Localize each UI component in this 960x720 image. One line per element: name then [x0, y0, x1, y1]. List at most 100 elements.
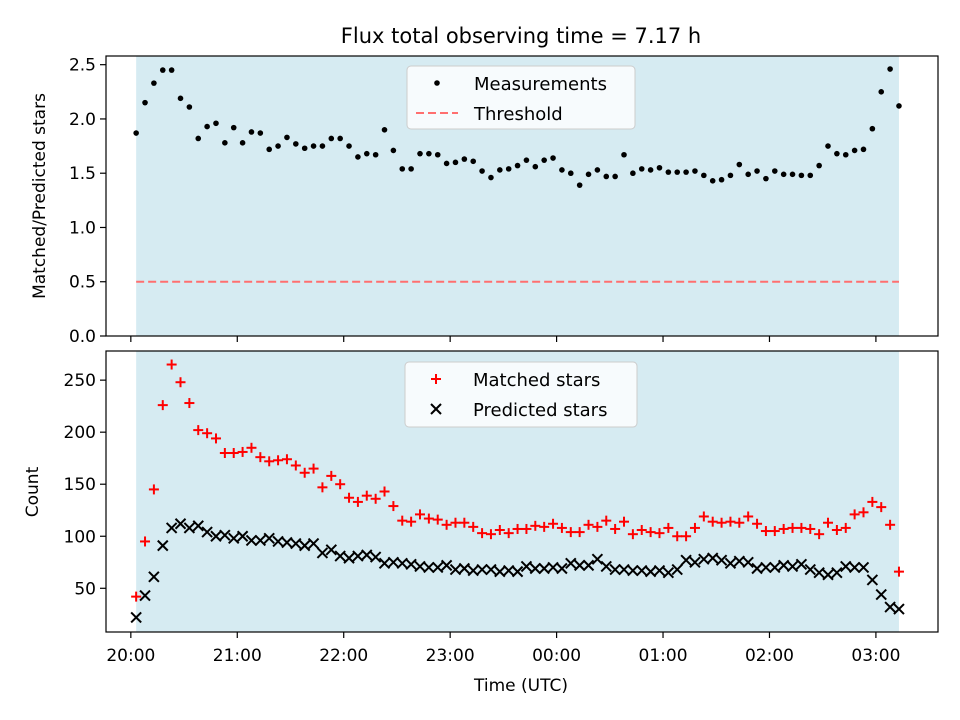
- predicted-star-point: [130, 611, 142, 624]
- measurement-point: [878, 89, 885, 95]
- matched-star-point: [344, 492, 355, 503]
- matched-star-point: [281, 454, 292, 465]
- matched-star-point: [814, 529, 825, 540]
- matched-star-point: [352, 496, 363, 507]
- predicted-star-point: [884, 601, 896, 613]
- measurement-point: [638, 166, 645, 172]
- matched-star-point: [654, 528, 665, 539]
- measurement-point: [567, 170, 574, 177]
- matched-star-point: [423, 513, 434, 524]
- bottom-y-tick-label: 250: [64, 371, 96, 391]
- predicted-star-point: [343, 552, 355, 564]
- measurement-point: [204, 123, 210, 130]
- top-y-axis-label: Matched/Predicted stars: [30, 93, 50, 299]
- matched-star-point: [876, 502, 887, 513]
- bottom-y-tick-label: 200: [64, 423, 96, 443]
- matched-star-point: [361, 490, 372, 501]
- predicted-star-point: [511, 565, 524, 578]
- measurement-point: [408, 166, 414, 172]
- measurement-point: [576, 182, 583, 188]
- measurement-point: [709, 178, 716, 184]
- matched-star-point: [663, 522, 674, 533]
- predicted-star-point: [760, 561, 772, 574]
- top-y-tick-label: 0.5: [69, 273, 96, 293]
- matched-star-point: [228, 447, 239, 458]
- legend-threshold-label: Threshold: [473, 104, 563, 125]
- predicted-star-point: [662, 566, 675, 579]
- matched-star-point: [574, 527, 585, 538]
- measurement-point: [656, 164, 663, 171]
- measurement-point: [257, 130, 264, 136]
- matched-star-point: [255, 452, 266, 463]
- legend-predicted-marker: [430, 403, 442, 415]
- measurement-point: [727, 172, 734, 179]
- matched-star-point: [752, 518, 763, 529]
- legend-matched-label: Matched stars: [473, 370, 600, 391]
- matched-star-point: [787, 522, 798, 533]
- measurement-point: [842, 151, 849, 158]
- measurement-point: [505, 166, 512, 172]
- predicted-star-point: [183, 522, 196, 534]
- matched-star-point: [157, 400, 168, 411]
- matched-star-point: [184, 398, 195, 409]
- matched-star-point: [441, 519, 452, 530]
- predicted-star-point: [848, 561, 861, 574]
- predicted-star-point: [290, 537, 302, 550]
- matched-star-point: [592, 521, 603, 532]
- matched-star-point: [468, 521, 479, 532]
- measurement-point: [869, 125, 876, 132]
- predicted-star-point: [689, 556, 701, 568]
- x-tick-label: 23:00: [426, 646, 475, 666]
- measurement-point: [718, 176, 725, 183]
- measurement-point: [789, 171, 796, 178]
- measurement-point: [426, 150, 432, 157]
- matched-star-point: [273, 455, 284, 466]
- measurement-point: [195, 135, 202, 142]
- predicted-star-point: [813, 566, 825, 579]
- measurement-point: [896, 103, 902, 109]
- measurement-point: [851, 147, 858, 154]
- measurement-point: [541, 157, 547, 163]
- matched-star-point: [734, 517, 745, 528]
- matched-stars-points: [131, 359, 904, 602]
- measurement-point: [621, 151, 627, 158]
- measurement-point: [266, 146, 273, 153]
- legend-measurements-marker: [434, 80, 440, 86]
- matched-star-point: [477, 528, 488, 539]
- predicted-star-point: [769, 561, 781, 574]
- predicted-star-point: [192, 520, 204, 532]
- measurement-point: [612, 173, 618, 180]
- matched-star-point: [778, 523, 789, 534]
- matched-star-point: [450, 517, 461, 528]
- x-tick-label: 22:00: [319, 646, 368, 666]
- matched-star-point: [326, 470, 337, 481]
- measurement-point: [780, 171, 787, 178]
- matched-star-point: [379, 486, 390, 497]
- measurement-point: [860, 146, 867, 153]
- predicted-star-point: [245, 534, 258, 547]
- matched-star-point: [610, 523, 621, 534]
- measurement-point: [745, 171, 751, 178]
- measurement-point: [771, 168, 778, 174]
- matched-star-point: [707, 516, 718, 527]
- matched-star-point: [503, 528, 514, 539]
- matched-star-point: [796, 522, 807, 533]
- matched-star-point: [264, 456, 275, 467]
- measurement-point: [372, 151, 379, 158]
- bottom-legend: Matched stars Predicted stars: [404, 361, 638, 428]
- measurement-point: [239, 140, 246, 146]
- measurement-point: [674, 169, 681, 175]
- x-tick-label: 20:00: [106, 646, 155, 666]
- matched-star-point: [485, 529, 496, 540]
- measurement-point: [452, 159, 459, 166]
- measurement-point: [647, 167, 654, 173]
- top-y-tick-label: 2.5: [69, 56, 96, 76]
- measurement-point: [488, 174, 494, 181]
- matched-star-point: [148, 484, 159, 495]
- measurement-point: [328, 135, 335, 142]
- matched-star-point: [246, 442, 257, 453]
- predicted-star-point: [307, 537, 320, 550]
- matched-star-point: [769, 526, 780, 537]
- measurement-point: [825, 143, 831, 149]
- matched-star-point: [140, 536, 151, 547]
